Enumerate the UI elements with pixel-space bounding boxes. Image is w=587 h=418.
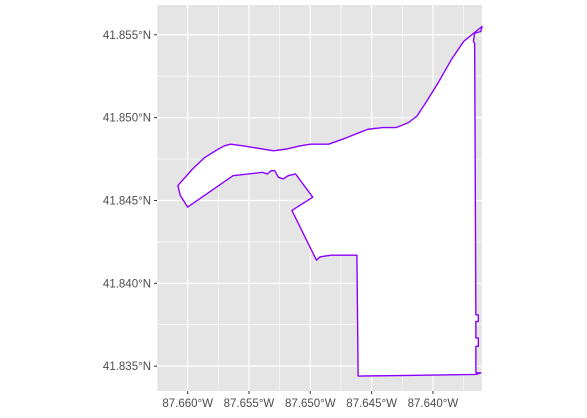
y-tick-label: 41.855°N <box>103 30 151 42</box>
x-tick-label: 87.640°W <box>408 398 459 410</box>
y-axis: 41.835°N 41.840°N 41.845°N 41.850°N 41.855°N <box>103 30 157 373</box>
x-tick-label: 87.655°W <box>224 398 275 410</box>
y-tick-label: 41.845°N <box>103 195 151 207</box>
boundary-polygon <box>177 25 483 377</box>
x-axis: 87.660°W 87.655°W 87.650°W 87.645°W 87.640°W <box>162 391 458 410</box>
y-tick-label: 41.835°N <box>103 361 151 373</box>
y-tick-label: 41.850°N <box>103 113 151 125</box>
map-shape <box>177 25 483 377</box>
x-tick-label: 87.660°W <box>162 398 213 410</box>
x-tick-label: 87.650°W <box>285 398 336 410</box>
x-tick-label: 87.645°W <box>346 398 397 410</box>
y-tick-label: 41.840°N <box>103 278 151 290</box>
